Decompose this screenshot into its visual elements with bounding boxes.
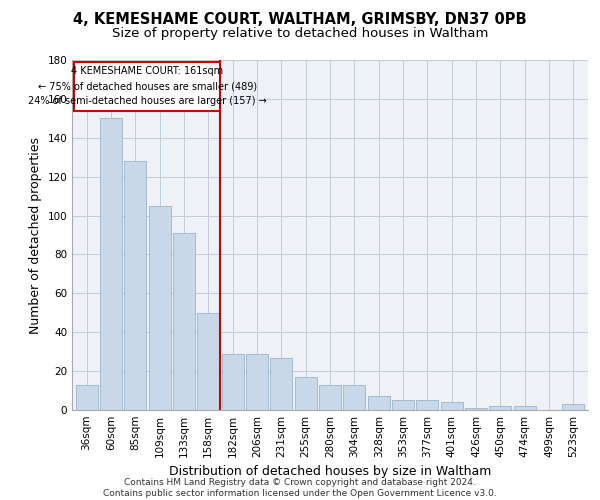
Bar	[514, 406, 536, 410]
Bar	[74, 62, 220, 110]
Bar	[100, 118, 122, 410]
Bar	[197, 313, 219, 410]
Bar	[562, 404, 584, 410]
Bar	[319, 384, 341, 410]
Bar	[392, 400, 414, 410]
Bar	[221, 354, 244, 410]
Text: Size of property relative to detached houses in Waltham: Size of property relative to detached ho…	[112, 28, 488, 40]
Text: Contains HM Land Registry data © Crown copyright and database right 2024.
Contai: Contains HM Land Registry data © Crown c…	[103, 478, 497, 498]
Bar	[490, 406, 511, 410]
Bar	[124, 161, 146, 410]
Bar	[416, 400, 439, 410]
Bar	[465, 408, 487, 410]
Bar	[173, 233, 195, 410]
Bar	[271, 358, 292, 410]
Bar	[441, 402, 463, 410]
Bar	[149, 206, 170, 410]
Y-axis label: Number of detached properties: Number of detached properties	[29, 136, 42, 334]
Bar	[246, 354, 268, 410]
Bar	[295, 377, 317, 410]
Bar	[76, 384, 98, 410]
Bar	[368, 396, 389, 410]
Text: 4 KEMESHAME COURT: 161sqm
← 75% of detached houses are smaller (489)
24% of semi: 4 KEMESHAME COURT: 161sqm ← 75% of detac…	[28, 66, 267, 106]
Bar	[343, 384, 365, 410]
Text: 4, KEMESHAME COURT, WALTHAM, GRIMSBY, DN37 0PB: 4, KEMESHAME COURT, WALTHAM, GRIMSBY, DN…	[73, 12, 527, 28]
X-axis label: Distribution of detached houses by size in Waltham: Distribution of detached houses by size …	[169, 466, 491, 478]
